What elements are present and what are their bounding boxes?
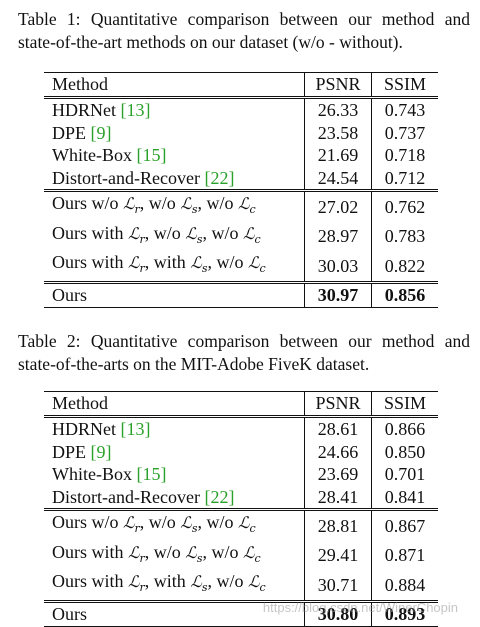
table1-header-row: Method PSNR SSIM (44, 72, 438, 98)
citation-link[interactable]: [22] (204, 167, 235, 188)
citation-link[interactable]: [22] (204, 486, 235, 507)
method-cell: Ours (44, 281, 305, 308)
citation-link[interactable]: [13] (120, 100, 151, 120)
header-psnr: PSNR (304, 391, 372, 417)
ssim-cell: 0.884 (371, 570, 438, 602)
header-ssim: SSIM (371, 391, 438, 417)
ssim-cell: 0.867 (371, 507, 438, 541)
method-cell: HDRNet [13] (44, 96, 305, 122)
ssim-cell: 0.737 (371, 121, 438, 144)
psnr-cell: 30.03 (304, 251, 372, 283)
psnr-cell: 26.33 (304, 96, 372, 122)
psnr-cell: 28.81 (304, 507, 372, 541)
method-name: HDRNet (52, 419, 116, 439)
table-row: DPE [9] 24.66 0.850 (44, 440, 438, 464)
psnr-cell: 30.71 (304, 570, 372, 602)
table-row: HDRNet [13] 26.33 0.743 (44, 96, 438, 122)
method-cell: HDRNet [13] (44, 415, 305, 441)
citation-link[interactable]: [15] (136, 145, 167, 165)
table-row: Ours with ℒr, w/o ℒs, w/o ℒc 29.41 0.871 (44, 540, 438, 571)
method-cell: Distort-and-Recover [22] (44, 167, 305, 191)
table-row: White-Box [15] 21.69 0.718 (44, 144, 438, 167)
table-row: Ours with ℒr, w/o ℒs, w/o ℒc 28.97 0.783 (44, 221, 438, 252)
method-name: DPE (52, 441, 87, 462)
header-method: Method (44, 72, 305, 98)
method-cell: DPE [9] (44, 441, 305, 464)
ssim-cell: 0.893 (371, 600, 438, 627)
table-row: HDRNet [13] 28.61 0.866 (44, 415, 438, 441)
ssim-cell: 0.762 (371, 188, 438, 222)
ssim-cell: 0.718 (371, 144, 438, 167)
citation-link[interactable]: [9] (90, 122, 112, 143)
table-row: White-Box [15] 23.69 0.701 (44, 463, 438, 486)
method-cell: Ours with ℒr, with ℒs, w/o ℒc (52, 571, 266, 595)
method-cell: Ours with ℒr, with ℒs, w/o ℒc (52, 252, 266, 276)
psnr-cell: 28.97 (304, 221, 372, 252)
method-cell: Ours with ℒr, w/o ℒs, w/o ℒc (52, 541, 261, 565)
ssim-cell: 0.701 (371, 463, 438, 486)
psnr-cell: 30.80 (304, 600, 372, 627)
psnr-cell: 24.66 (304, 440, 372, 463)
psnr-cell: 27.02 (304, 188, 372, 222)
psnr-cell: 23.69 (304, 463, 372, 486)
ssim-cell: 0.783 (371, 221, 438, 252)
table1: Method PSNR SSIM HDRNet [13] 26.33 0.743… (44, 72, 438, 308)
table-row: DPE [9] 23.58 0.737 (44, 121, 438, 145)
psnr-cell: 24.54 (304, 166, 372, 191)
table2-header-row: Method PSNR SSIM (44, 391, 438, 417)
table-row: Ours w/o ℒr, w/o ℒs, w/o ℒc 28.81 0.867 (44, 507, 438, 541)
method-cell: Ours (44, 600, 305, 627)
method-cell: DPE [9] (44, 122, 305, 145)
table-row: Ours with ℒr, with ℒs, w/o ℒc 30.71 0.88… (44, 570, 438, 602)
table-row: Distort-and-Recover [22] 24.54 0.712 (44, 166, 438, 191)
method-name: White-Box (52, 464, 132, 484)
psnr-cell: 28.61 (304, 415, 372, 441)
method-cell: Ours with ℒr, w/o ℒs, w/o ℒc (52, 222, 261, 246)
ssim-cell: 0.712 (371, 166, 438, 191)
table-row-ours: Ours 30.97 0.856 (44, 281, 438, 308)
ssim-cell: 0.743 (371, 96, 438, 122)
psnr-cell: 28.41 (304, 485, 372, 510)
method-name: Distort-and-Recover (52, 167, 200, 188)
table2: Method PSNR SSIM HDRNet [13] 28.61 0.866… (44, 391, 438, 627)
citation-link[interactable]: [9] (90, 441, 112, 462)
citation-link[interactable]: [13] (120, 419, 151, 439)
table2-caption: Table 2: Quantitative comparison between… (18, 331, 470, 374)
citation-link[interactable]: [15] (136, 464, 167, 484)
psnr-cell: 30.97 (304, 281, 372, 308)
header-method: Method (44, 391, 305, 417)
psnr-cell: 29.41 (304, 540, 372, 571)
header-psnr: PSNR (304, 72, 372, 98)
ssim-cell: 0.871 (371, 540, 438, 571)
method-name: HDRNet (52, 100, 116, 120)
table1-caption: Table 1: Quantitative comparison between… (18, 9, 470, 52)
method-cell: White-Box [15] (44, 463, 305, 486)
ssim-cell: 0.866 (371, 415, 438, 441)
psnr-cell: 21.69 (304, 144, 372, 167)
table-row: Distort-and-Recover [22] 28.41 0.841 (44, 485, 438, 510)
method-name: Distort-and-Recover (52, 486, 200, 507)
ssim-cell: 0.822 (371, 251, 438, 283)
table-row-ours: Ours 30.80 0.893 (44, 600, 438, 627)
psnr-cell: 23.58 (304, 121, 372, 144)
ssim-cell: 0.841 (371, 485, 438, 510)
header-ssim: SSIM (371, 72, 438, 98)
table-row: Ours with ℒr, with ℒs, w/o ℒc 30.03 0.82… (44, 251, 438, 283)
watermark: https://blog.csdn.net/WinerChopin (262, 600, 458, 615)
ssim-cell: 0.850 (371, 440, 438, 463)
method-cell: White-Box [15] (44, 144, 305, 167)
method-name: DPE (52, 122, 87, 143)
ssim-cell: 0.856 (371, 281, 438, 308)
method-cell: Ours w/o ℒr, w/o ℒs, w/o ℒc (44, 188, 305, 222)
method-cell: Ours w/o ℒr, w/o ℒs, w/o ℒc (44, 507, 305, 541)
method-cell: Distort-and-Recover [22] (44, 486, 305, 510)
method-name: White-Box (52, 145, 132, 165)
table-row: Ours w/o ℒr, w/o ℒs, w/o ℒc 27.02 0.762 (44, 188, 438, 222)
